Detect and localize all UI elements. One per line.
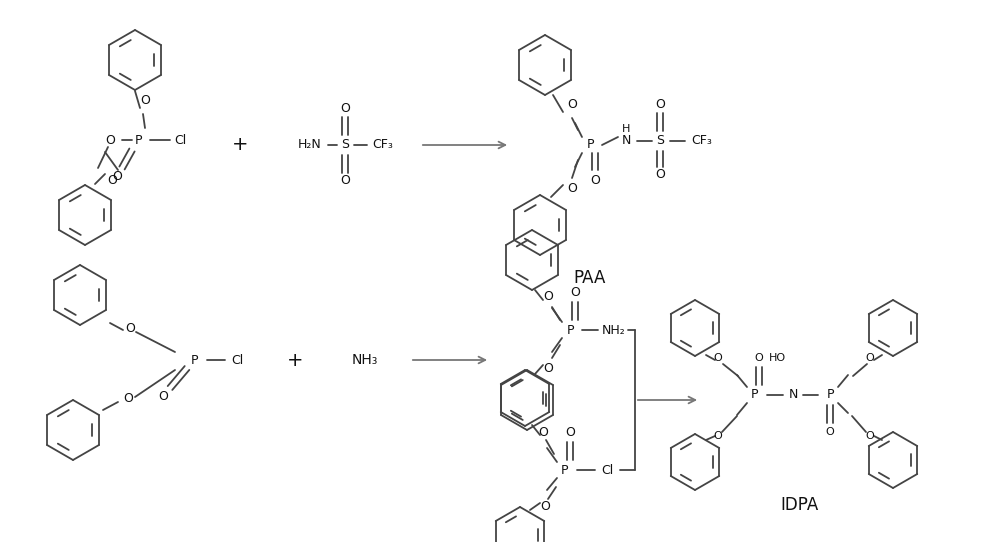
Text: O: O xyxy=(565,427,575,440)
Text: HO: HO xyxy=(768,353,786,363)
Text: O: O xyxy=(590,173,600,186)
Text: O: O xyxy=(866,353,874,363)
Text: P: P xyxy=(566,324,574,337)
Text: P: P xyxy=(134,133,142,146)
Text: O: O xyxy=(540,500,550,513)
Text: NH₃: NH₃ xyxy=(352,353,378,367)
Text: O: O xyxy=(123,391,133,404)
Text: O: O xyxy=(755,353,763,363)
Text: S: S xyxy=(341,139,349,152)
Text: +: + xyxy=(232,136,248,154)
Text: P: P xyxy=(561,463,569,476)
Text: O: O xyxy=(112,170,122,183)
Text: O: O xyxy=(140,94,150,106)
Text: O: O xyxy=(567,182,577,195)
Text: P: P xyxy=(586,139,594,152)
Text: P: P xyxy=(191,353,199,366)
Text: H₂N: H₂N xyxy=(298,139,322,152)
Text: O: O xyxy=(340,175,350,188)
Text: P: P xyxy=(826,389,834,402)
Text: NH₂: NH₂ xyxy=(602,324,626,337)
Text: O: O xyxy=(655,99,665,112)
Text: O: O xyxy=(714,353,722,363)
Text: +: + xyxy=(287,351,303,370)
Text: H: H xyxy=(622,124,630,134)
Text: Cl: Cl xyxy=(231,353,243,366)
Text: N: N xyxy=(788,389,798,402)
Text: O: O xyxy=(158,390,168,403)
Text: P: P xyxy=(751,389,759,402)
Text: IDPA: IDPA xyxy=(781,496,819,514)
Text: O: O xyxy=(543,289,553,302)
Text: Cl: Cl xyxy=(174,133,186,146)
Text: O: O xyxy=(655,169,665,182)
Text: O: O xyxy=(105,133,115,146)
Text: O: O xyxy=(107,173,117,186)
Text: O: O xyxy=(567,99,577,112)
Text: O: O xyxy=(866,431,874,441)
Text: O: O xyxy=(570,287,580,300)
Text: CF₃: CF₃ xyxy=(692,134,712,147)
Text: O: O xyxy=(125,321,135,334)
Text: O: O xyxy=(538,425,548,438)
Text: CF₃: CF₃ xyxy=(373,139,393,152)
Text: O: O xyxy=(340,102,350,115)
Text: N: N xyxy=(621,134,631,147)
Text: Cl: Cl xyxy=(601,463,613,476)
Text: PAA: PAA xyxy=(574,269,606,287)
Text: S: S xyxy=(656,134,664,147)
Text: O: O xyxy=(826,427,834,437)
Text: O: O xyxy=(714,431,722,441)
Text: O: O xyxy=(543,362,553,375)
